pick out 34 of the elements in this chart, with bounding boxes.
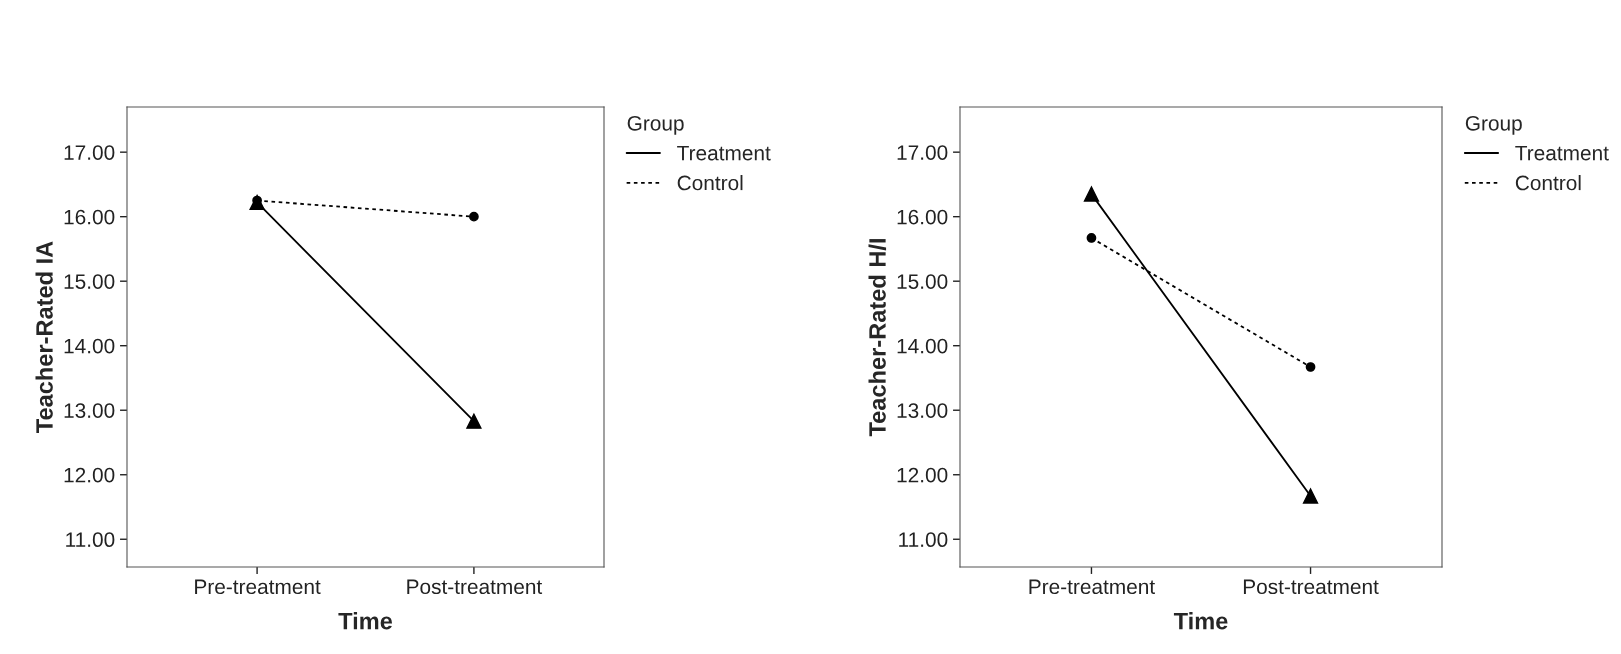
legend-label: Treatment (677, 145, 771, 161)
legend-label: Control (677, 175, 743, 191)
point (1305, 362, 1316, 372)
y-tick-label: 17.00 (64, 145, 115, 160)
y-tick-label: 12.00 (897, 467, 948, 483)
x-axis-title: Time (338, 612, 393, 630)
legend-title: Group (627, 115, 684, 135)
legend-title: Group (1465, 115, 1522, 135)
x-tick-label: Pre-treatment (195, 579, 321, 595)
y-tick-label: 14.00 (897, 338, 948, 354)
x-tick-label: Post-treatment (407, 579, 543, 595)
point (1083, 186, 1100, 202)
point (1086, 233, 1097, 243)
y-tick-label: 15.00 (64, 274, 115, 289)
legend-label: Control (1515, 175, 1581, 191)
y-axis-title: Teacher-Rated H/I (868, 239, 887, 437)
y-tick-label: 16.00 (64, 209, 115, 225)
y-axis-title: Teacher-Rated IA (35, 241, 53, 433)
x-tick-label: Post-treatment (1243, 579, 1379, 595)
y-tick-label: 13.00 (897, 403, 948, 418)
y-tick-label: 17.00 (897, 145, 948, 160)
point (466, 413, 482, 429)
point (1302, 488, 1319, 504)
y-tick-label: 12.00 (64, 467, 115, 483)
legend-label: Treatment (1515, 145, 1609, 161)
y-tick-label: 11.00 (899, 532, 948, 548)
x-tick-label: Pre-treatment (1029, 579, 1155, 595)
point (469, 211, 479, 222)
x-axis-title: Time (1173, 612, 1228, 630)
y-tick-label: 14.00 (64, 338, 115, 354)
y-tick-label: 11.00 (66, 532, 115, 548)
y-tick-label: 13.00 (64, 403, 115, 418)
y-tick-label: 15.00 (897, 274, 948, 289)
y-tick-label: 16.00 (897, 209, 948, 225)
